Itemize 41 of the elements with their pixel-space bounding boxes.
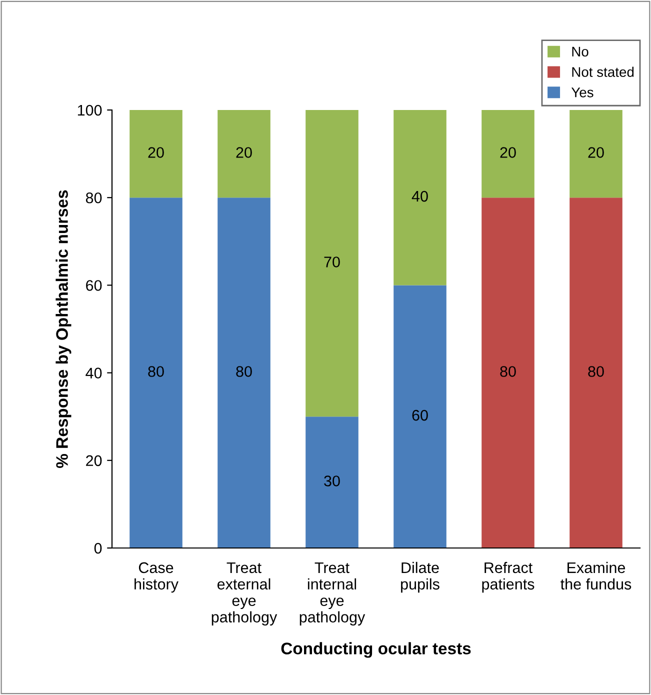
y-tick-label: 20 <box>86 455 102 466</box>
bar <box>570 110 622 198</box>
data-label: 70 <box>324 256 340 268</box>
bar <box>394 285 446 548</box>
bar <box>130 110 182 198</box>
x-tick-label: Dilate pupils <box>401 562 440 593</box>
data-label: 20 <box>500 147 516 158</box>
legend-label: Yes <box>571 88 594 98</box>
data-label: 20 <box>588 147 604 158</box>
bar <box>482 110 534 198</box>
bar <box>130 198 182 548</box>
legend-label: Not stated <box>572 66 634 77</box>
x-axis-title: Conducting ocular tests <box>281 642 471 658</box>
data-label: 60 <box>412 410 428 421</box>
data-label: 20 <box>236 147 252 158</box>
y-axis-title: % Response by Ophthalmic nurses <box>56 190 72 468</box>
data-label: 80 <box>148 366 164 377</box>
y-tick-label: 0 <box>94 542 102 554</box>
bar <box>306 110 358 417</box>
bar <box>218 198 270 548</box>
x-tick-label: Examine the fundus <box>560 562 632 590</box>
data-label: 20 <box>148 147 164 158</box>
x-tick-label: Treat external eye pathology <box>212 562 278 626</box>
data-label: 40 <box>412 190 428 202</box>
bar <box>218 110 270 198</box>
legend-label: No <box>572 46 588 57</box>
data-label: 80 <box>500 366 516 377</box>
bar <box>394 110 446 286</box>
y-tick-label: 100 <box>78 104 102 116</box>
x-tick-label: Case history <box>134 562 178 593</box>
x-tick-label: Treat internal eye pathology <box>300 562 366 626</box>
y-tick-label: 60 <box>86 280 102 291</box>
data-label: 80 <box>588 366 604 377</box>
y-tick-label: 80 <box>86 192 102 204</box>
bar <box>306 416 358 548</box>
bar <box>482 198 534 548</box>
x-tick-label: Refract patients <box>482 562 534 593</box>
y-tick-label: 40 <box>86 368 102 378</box>
data-label: 80 <box>236 366 252 377</box>
bar <box>570 198 622 548</box>
data-label: 30 <box>324 476 340 486</box>
